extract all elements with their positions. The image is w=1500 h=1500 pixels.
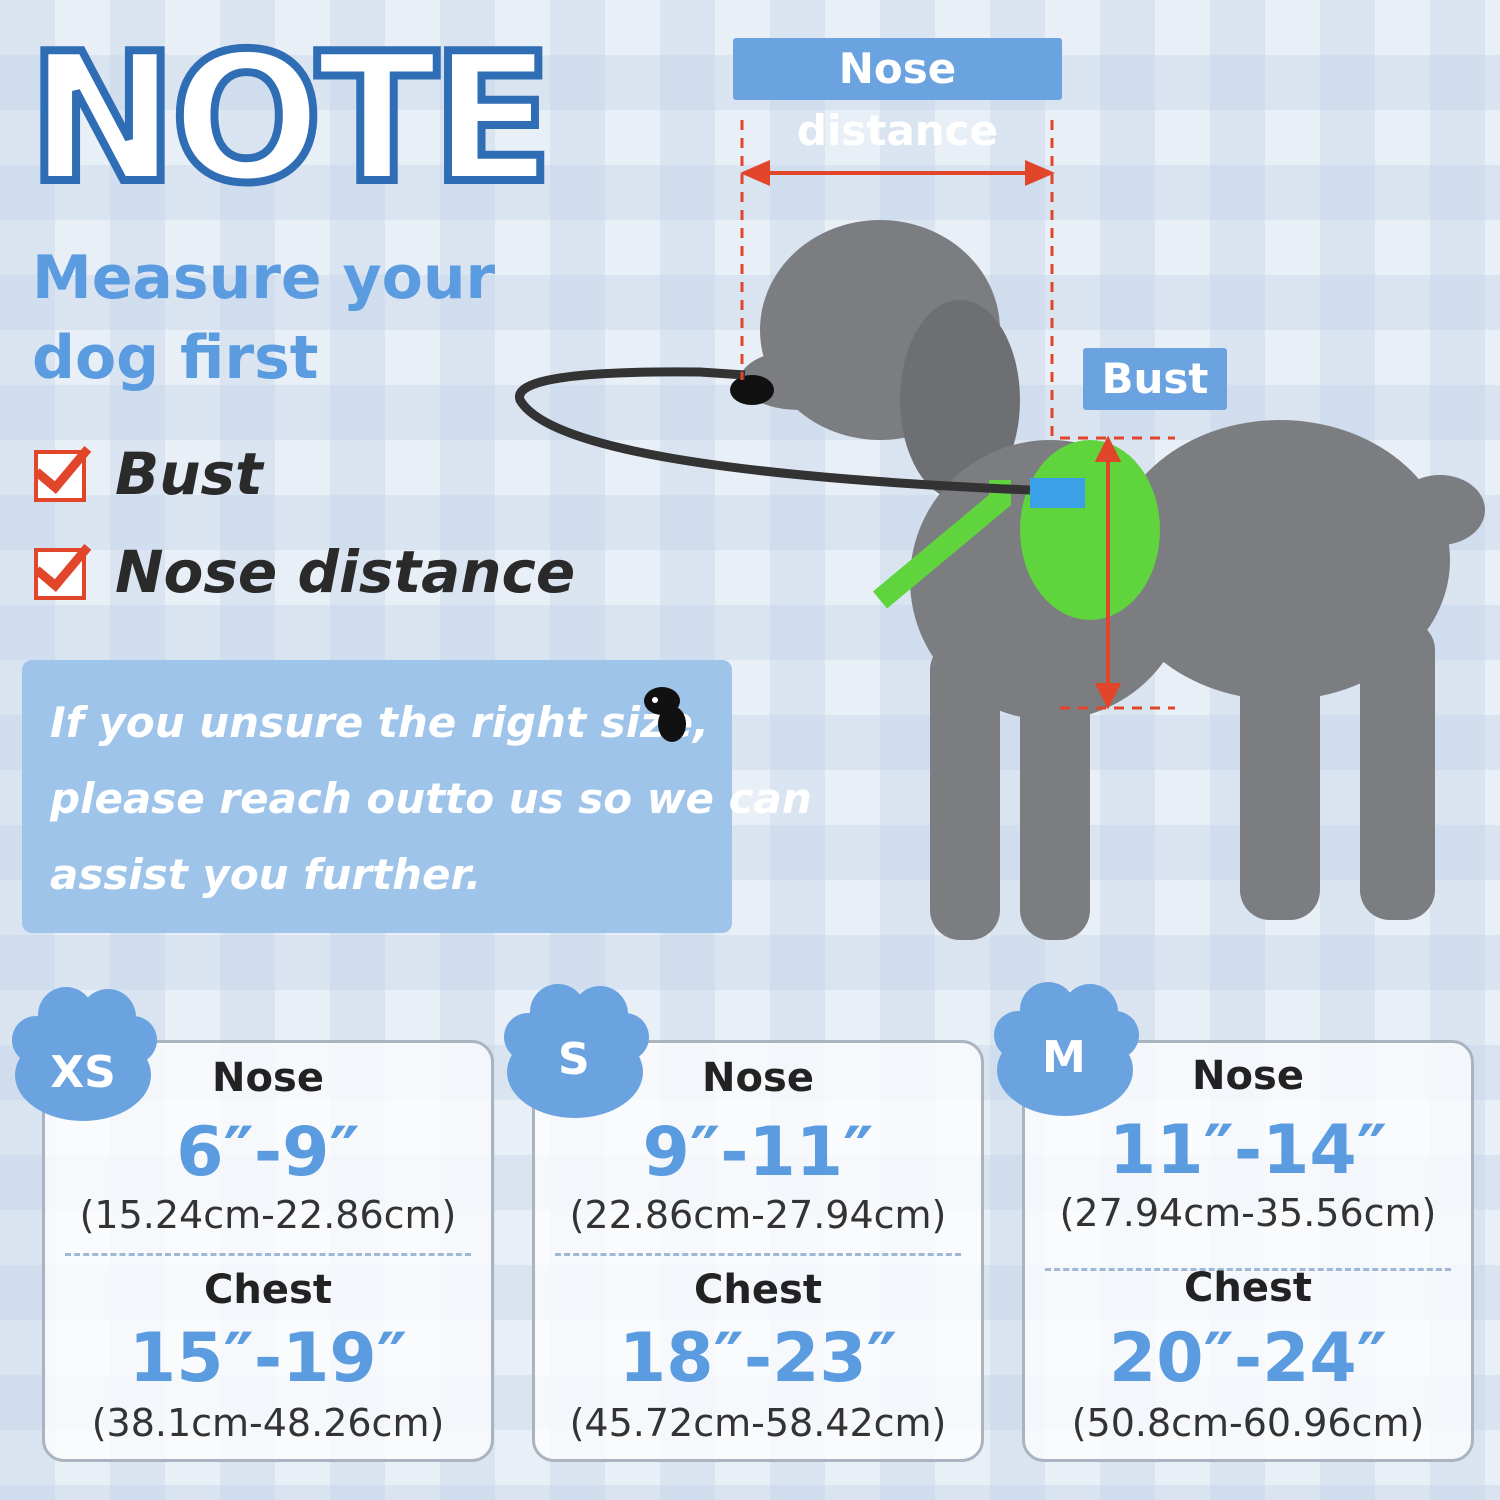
chest-label: Chest bbox=[694, 1267, 822, 1313]
size-label: S bbox=[558, 1034, 590, 1085]
checkbox-icon bbox=[34, 548, 86, 600]
info-line: please reach outto us so we can bbox=[50, 774, 812, 823]
note-title: NOTE bbox=[24, 15, 557, 222]
nose-label: Nose bbox=[702, 1055, 814, 1101]
chest-label: Chest bbox=[204, 1267, 332, 1313]
paw-icon bbox=[12, 987, 157, 1121]
chest-label: Chest bbox=[1184, 1265, 1312, 1311]
paw-badge-xs: XS bbox=[8, 985, 158, 1125]
nose-label: Nose bbox=[1192, 1053, 1304, 1099]
size-label: M bbox=[1042, 1032, 1086, 1083]
measure-line-1: Measure your bbox=[32, 243, 496, 313]
size-card-m: Nose 11″-14″ (27.94cm-35.56cm) Chest 20″… bbox=[1022, 1040, 1474, 1462]
check-nose: Nose distance bbox=[115, 538, 576, 606]
chest-cm: (38.1cm-48.26cm) bbox=[91, 1401, 445, 1445]
paw-icon bbox=[504, 984, 649, 1118]
nose-label: Nose bbox=[212, 1055, 324, 1101]
measure-line-2: dog first bbox=[32, 323, 319, 393]
dog-illustration bbox=[515, 120, 1485, 940]
check-bust: Bust bbox=[115, 440, 263, 508]
info-box: If you unsure the right size, please rea… bbox=[22, 660, 812, 933]
bust-label: Bust bbox=[1083, 348, 1227, 410]
divider bbox=[1045, 1268, 1451, 1271]
nose-cm: (22.86cm-27.94cm) bbox=[569, 1193, 947, 1237]
divider bbox=[65, 1253, 471, 1256]
nose-cm: (15.24cm-22.86cm) bbox=[79, 1193, 457, 1237]
paw-badge-m: M bbox=[990, 980, 1140, 1120]
paw-badge-s: S bbox=[500, 982, 650, 1122]
info-line: If you unsure the right size, bbox=[50, 698, 709, 747]
info-line: assist you further. bbox=[50, 850, 482, 899]
chest-value: 20″-24″ bbox=[1108, 1319, 1388, 1398]
nose-distance-label: Nose distance bbox=[733, 38, 1062, 155]
paw-icon bbox=[994, 982, 1139, 1116]
chest-value: 18″-23″ bbox=[618, 1319, 898, 1398]
chest-cm: (50.8cm-60.96cm) bbox=[1071, 1401, 1425, 1445]
nose-value: 9″-11″ bbox=[642, 1113, 874, 1192]
chest-value: 15″-19″ bbox=[128, 1319, 408, 1398]
checkbox-icon bbox=[34, 450, 86, 502]
dog-silhouette-icon bbox=[644, 687, 686, 742]
divider bbox=[555, 1253, 961, 1256]
chest-cm: (45.72cm-58.42cm) bbox=[569, 1401, 947, 1445]
size-label: XS bbox=[50, 1047, 116, 1098]
nose-value: 11″-14″ bbox=[1108, 1111, 1388, 1190]
measure-heading: Measure your dog first bbox=[32, 238, 495, 398]
nose-cm: (27.94cm-35.56cm) bbox=[1059, 1191, 1437, 1235]
nose-value: 6″-9″ bbox=[176, 1113, 360, 1192]
